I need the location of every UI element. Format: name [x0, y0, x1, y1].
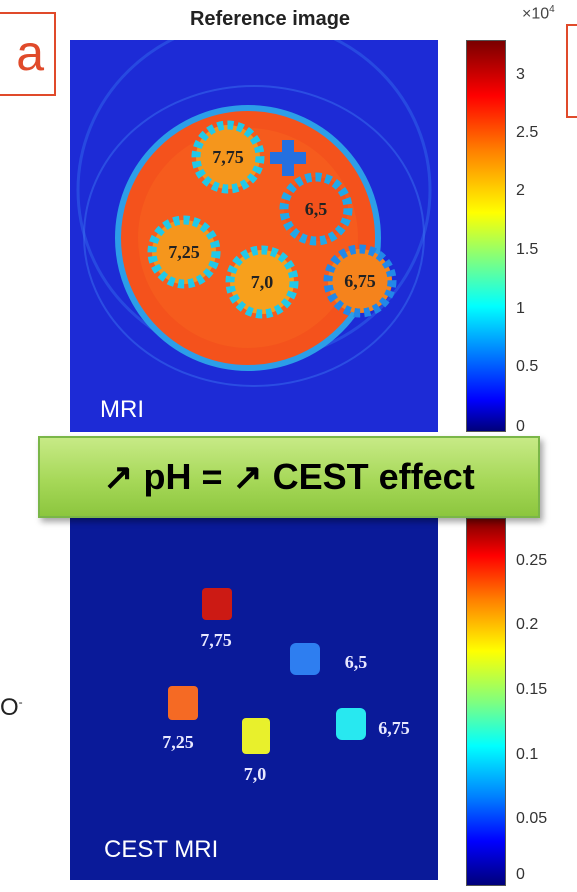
bottom-tick-0-05: 0.05: [516, 810, 548, 827]
cest-label-6-75: 6,75: [378, 718, 410, 738]
cest-mri-svg: 7,75 6,5 7,25 7,0 6,75: [70, 518, 438, 880]
bottom-tick-0-15: 0.15: [516, 681, 548, 698]
cest-label-7-25: 7,25: [162, 732, 194, 752]
vial-label-7-25: 7,25: [168, 242, 200, 262]
vial-6-5: 6,5: [279, 172, 353, 246]
cest-spot-6-75: [336, 708, 366, 740]
cest-colorbar: [466, 518, 506, 886]
cropped-left-letter: a: [16, 25, 44, 81]
top-tick-2-5: 2.5: [516, 124, 539, 141]
bottom-tick-0-1: 0.1: [516, 746, 539, 763]
bottom-tick-0: 0: [516, 866, 525, 883]
top-tick-0-5: 0.5: [516, 358, 539, 375]
reference-mri-svg: 7,75 6,5 7,25 7,0 6,75: [70, 40, 438, 432]
vial-label-7-0: 7,0: [251, 272, 274, 292]
top-tick-1-5: 1.5: [516, 241, 539, 258]
reference-image-title: Reference image: [189, 8, 351, 30]
cropped-oxygen-label: O-: [0, 694, 23, 721]
reference-colorbar: [466, 40, 506, 432]
cropped-left-panel: a: [0, 12, 56, 96]
cest-spot-7-75: [202, 588, 232, 620]
vial-7-25: 7,25: [147, 215, 221, 289]
vial-label-6-75: 6,75: [344, 271, 376, 291]
colorbar-exponent: ×104: [522, 4, 555, 23]
cest-label-7-75: 7,75: [200, 630, 232, 650]
bottom-tick-0-2: 0.2: [516, 616, 539, 633]
bottom-tick-0-25: 0.25: [516, 552, 548, 569]
vial-label-6-5: 6,5: [305, 199, 328, 219]
top-tick-0: 0: [516, 418, 525, 435]
vial-7-0: 7,0: [225, 245, 299, 319]
cest-mri-map: 7,75 6,5 7,25 7,0 6,75 CEST MRI: [70, 518, 438, 880]
cropped-right-panel: [566, 24, 577, 118]
cest-spot-7-25: [168, 686, 198, 720]
cest-mri-label: CEST MRI: [104, 836, 219, 863]
reference-mri-map: 7,75 6,5 7,25 7,0 6,75 MRI: [70, 40, 438, 432]
cest-label-7-0: 7,0: [244, 764, 267, 784]
vial-7-75: 7,75: [191, 120, 265, 194]
vial-6-75: 6,75: [323, 244, 397, 318]
mri-label: MRI: [100, 396, 144, 423]
cest-label-6-5: 6,5: [345, 652, 368, 672]
cest-spot-6-5: [290, 643, 320, 675]
cest-spot-7-0: [242, 718, 270, 754]
ph-cest-banner: ↗ pH = ↗ CEST effect: [38, 436, 540, 518]
vial-label-7-75: 7,75: [212, 147, 244, 167]
top-tick-1: 1: [516, 300, 525, 317]
vial-plus: [270, 140, 306, 176]
top-tick-3: 3: [516, 66, 525, 83]
top-tick-2: 2: [516, 182, 525, 199]
